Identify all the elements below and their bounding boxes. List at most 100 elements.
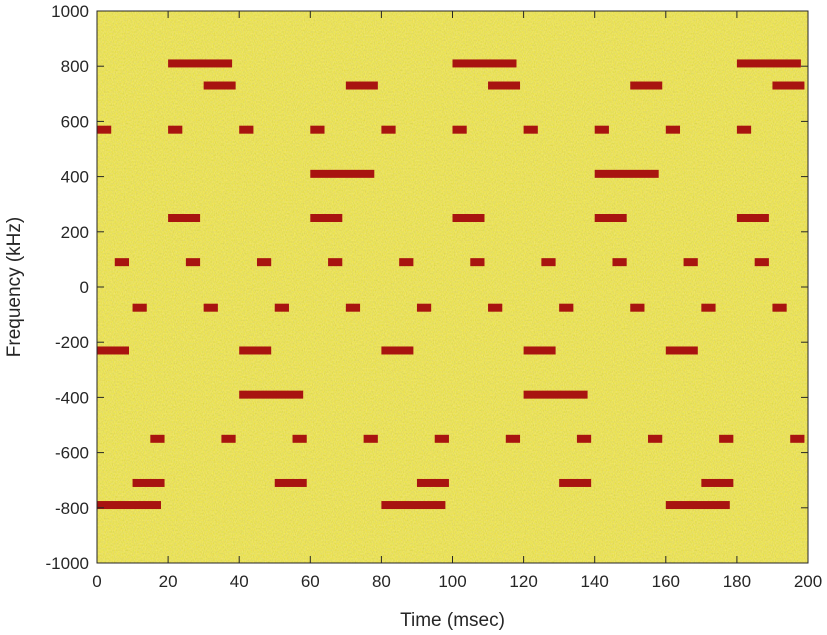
y-tick-label: -600	[55, 444, 89, 463]
x-tick-label: 200	[794, 572, 822, 591]
signal-segment	[274, 478, 307, 487]
signal-segment	[310, 214, 343, 222]
signal-segment	[221, 434, 236, 443]
x-axis: 0 20 40 60 80 100 120 140 160 180 200	[92, 11, 822, 591]
signal-segment	[790, 434, 805, 443]
signal-segment	[612, 258, 627, 267]
signal-segment	[150, 434, 165, 443]
signal-segment	[470, 258, 485, 267]
signal-segment	[488, 81, 521, 90]
signal-segment	[452, 59, 517, 68]
x-tick-label: 60	[301, 572, 320, 591]
signal-segment	[772, 303, 787, 312]
signal-segment	[523, 346, 556, 355]
signal-segment	[452, 125, 467, 134]
signal-segment	[648, 434, 663, 443]
signal-segment	[452, 214, 485, 222]
signal-segment	[239, 125, 254, 134]
signal-segment	[594, 214, 627, 222]
signal-segment	[363, 434, 378, 443]
noise-texture	[97, 11, 808, 563]
signal-segment	[754, 258, 769, 267]
signal-segment	[541, 258, 556, 267]
signal-segment	[772, 81, 805, 90]
signal-segment	[736, 59, 801, 68]
signal-segment	[488, 303, 503, 312]
x-tick-label: 20	[159, 572, 178, 591]
signal-segment	[274, 303, 289, 312]
signal-segment	[701, 478, 734, 487]
signal-segment	[239, 346, 272, 355]
signal-segment	[328, 258, 343, 267]
x-tick-label: 120	[509, 572, 537, 591]
signal-segment	[719, 434, 734, 443]
signal-segment	[416, 478, 449, 487]
signal-segment	[665, 346, 698, 355]
y-tick-label: 400	[61, 168, 89, 187]
plot-area	[96, 10, 809, 564]
signal-segment	[559, 478, 592, 487]
signal-segment	[381, 501, 446, 510]
signal-segment	[345, 81, 378, 90]
signal-segment	[665, 501, 730, 510]
signal-segment	[416, 303, 432, 312]
signal-segment	[576, 434, 592, 443]
signal-segment	[168, 59, 233, 68]
signal-segment	[736, 214, 769, 222]
signal-segment	[256, 258, 272, 267]
signal-segment	[683, 258, 698, 267]
y-tick-label: 200	[61, 223, 89, 242]
signal-segment	[203, 81, 236, 90]
signal-segment	[523, 390, 588, 399]
y-tick-label: 0	[80, 278, 89, 297]
signal-segments	[97, 59, 805, 510]
x-tick-label: 40	[230, 572, 249, 591]
signal-segment	[381, 125, 396, 134]
signal-segment	[114, 258, 129, 267]
y-axis: -1000 -800 -600 -400 -200 0 200 400 600 800 1000	[46, 2, 808, 573]
signal-segment	[523, 125, 538, 134]
y-tick-label: 1000	[51, 2, 89, 21]
signal-segment	[185, 258, 201, 267]
signal-segment	[630, 303, 645, 312]
signal-segment	[97, 501, 161, 510]
signal-segment	[310, 125, 325, 134]
signal-segment	[381, 346, 414, 355]
signal-segment	[168, 214, 201, 222]
y-tick-label: -800	[55, 499, 89, 518]
x-axis-title: Time (msec)	[400, 610, 505, 631]
y-tick-label: 600	[61, 112, 89, 131]
signal-segment	[239, 390, 304, 399]
signal-segment	[736, 125, 752, 134]
signal-segment	[132, 303, 147, 312]
signal-segment	[505, 434, 521, 443]
signal-segment	[594, 125, 609, 134]
signal-segment	[559, 303, 574, 312]
x-tick-label: 160	[652, 572, 680, 591]
signal-segment	[168, 125, 183, 134]
x-tick-label: 100	[438, 572, 466, 591]
y-tick-label: -200	[55, 333, 89, 352]
signal-segment	[630, 81, 663, 90]
x-tick-label: 140	[581, 572, 609, 591]
signal-segment	[310, 169, 375, 178]
y-tick-label: 800	[61, 57, 89, 76]
signal-segment	[665, 125, 681, 134]
signal-segment	[203, 303, 218, 312]
y-tick-label: -400	[55, 388, 89, 407]
signal-segment	[434, 434, 449, 443]
signal-segment	[701, 303, 716, 312]
x-tick-label: 0	[92, 572, 101, 591]
x-tick-label: 180	[723, 572, 751, 591]
signal-segment	[292, 434, 307, 443]
y-tick-label: -1000	[46, 554, 89, 573]
x-tick-label: 80	[372, 572, 391, 591]
y-axis-title: Frequency (kHz)	[4, 217, 25, 357]
signal-segment	[594, 169, 659, 178]
signal-segment	[97, 125, 112, 134]
signal-segment	[345, 303, 361, 312]
signal-segment	[399, 258, 414, 267]
signal-segment	[97, 346, 129, 355]
signal-segment	[132, 478, 165, 487]
